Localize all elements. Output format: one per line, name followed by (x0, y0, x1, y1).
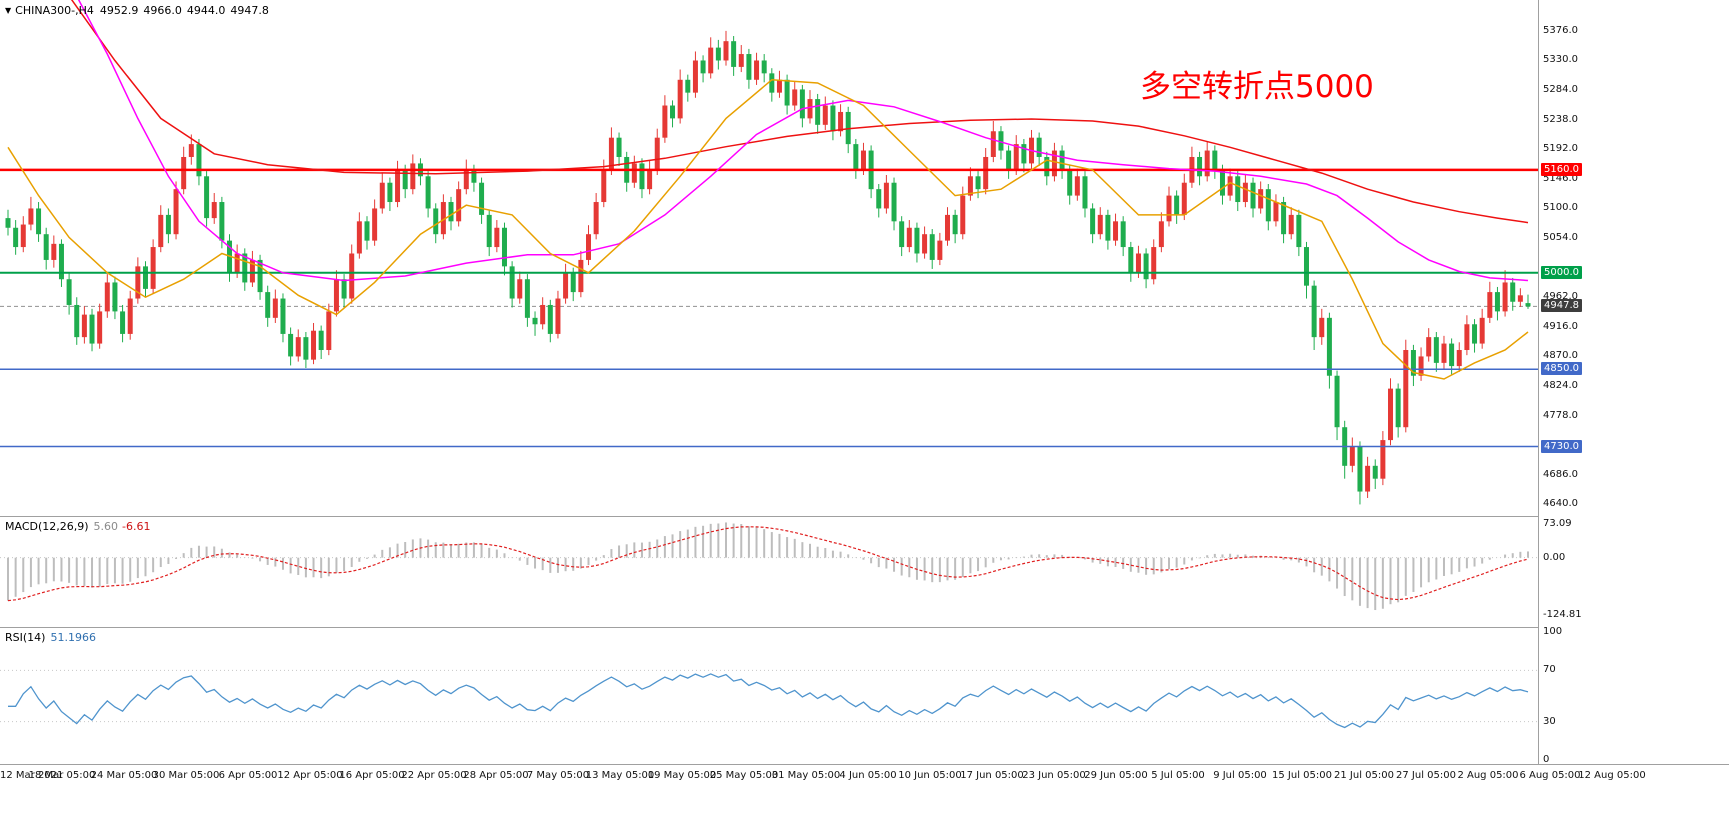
panel-separator[interactable] (0, 764, 1729, 765)
time-axis-label: 24 Mar 05:00 (90, 770, 158, 781)
scale-tick-label: 73.09 (1543, 517, 1572, 529)
scale-tick-label: 5054.0 (1543, 232, 1578, 244)
price-badge: 4850.0 (1541, 362, 1582, 376)
scale-tick-label: 5100.0 (1543, 202, 1578, 214)
chart-header: ▼ CHINA300-,H4 4952.9 4966.0 4944.0 4947.8 (5, 4, 274, 17)
panel-separator[interactable] (0, 516, 1729, 517)
scale-border (1538, 0, 1539, 764)
scale-tick-label: 4640.0 (1543, 498, 1578, 510)
time-axis-label: 9 Jul 05:00 (1213, 770, 1267, 781)
time-axis-label: 2 Aug 05:00 (1457, 770, 1519, 781)
time-axis-label: 30 Mar 05:00 (152, 770, 220, 781)
time-axis-label: 13 May 05:00 (585, 770, 655, 781)
time-axis-label: 19 May 05:00 (647, 770, 717, 781)
rsi-value: 51.1966 (50, 631, 96, 644)
symbol-timeframe-label: CHINA300-,H4 (15, 4, 94, 17)
time-axis-label: 10 Jun 05:00 (898, 770, 962, 781)
scale-tick-label: 4778.0 (1543, 409, 1578, 421)
scale-tick-label: 4870.0 (1543, 350, 1578, 362)
scale-tick-label: 0.00 (1543, 551, 1566, 563)
scale-tick-label: 5284.0 (1543, 84, 1578, 96)
scale-tick-label: 5330.0 (1543, 54, 1578, 66)
rsi-plot[interactable] (0, 628, 1538, 764)
time-axis-label: 15 Jul 05:00 (1272, 770, 1332, 781)
price-badge: 4947.8 (1541, 299, 1582, 313)
annotation-text: 多空转折点5000 (1140, 69, 1374, 105)
time-axis-label: 12 Aug 05:00 (1578, 770, 1646, 781)
price-badge: 5160.0 (1541, 162, 1582, 176)
time-axis-label: 6 Apr 05:00 (218, 770, 278, 781)
scale-tick-label: 5146.0 (1543, 172, 1578, 184)
time-axis-label: 18 Mar 05:00 (28, 770, 96, 781)
rsi-line (8, 673, 1529, 729)
time-axis-label: 17 Jun 05:00 (960, 770, 1024, 781)
time-axis-label: 5 Jul 05:00 (1151, 770, 1205, 781)
collapse-arrow-icon[interactable]: ▼ (5, 6, 12, 15)
scale-tick-label: 30 (1543, 715, 1556, 727)
low-value: 4944.0 (186, 4, 226, 17)
time-axis-label: 23 Jun 05:00 (1022, 770, 1086, 781)
time-axis-label: 12 Mar 2021 (0, 770, 64, 781)
scale-tick-label: 70 (1543, 664, 1556, 676)
time-axis-label: 29 Jun 05:00 (1084, 770, 1148, 781)
scale-tick-label: 100 (1543, 626, 1563, 637)
time-axis-label: 25 May 05:00 (709, 770, 779, 781)
scale-tick-label: 4916.0 (1543, 320, 1578, 332)
macd-signal-line (7, 526, 1529, 602)
rsi-indicator-label: RSI(14) 51.1966 (5, 631, 96, 644)
time-axis-label: 31 May 05:00 (771, 770, 841, 781)
panel-separator[interactable] (0, 627, 1729, 628)
scale-tick-label: 5192.0 (1543, 143, 1578, 155)
time-axis-label: 6 Aug 05:00 (1519, 770, 1581, 781)
rsi-name: RSI(14) (5, 631, 46, 644)
time-axis-label: 22 Apr 05:00 (401, 770, 467, 781)
scale-tick-label: -124.81 (1543, 609, 1582, 621)
time-scale[interactable]: 12 Mar 2021 18 Mar 05:00 24 Mar 05:00 30 Ma… (0, 765, 1729, 787)
price-scale[interactable]: 5376.0 5330.0 5284.0 5238.0 5192.0 5146.0 5100… (1539, 0, 1729, 765)
macd-indicator-label: MACD(12,26,9) 5.60 -6.61 (5, 520, 151, 533)
rsi-panel[interactable] (0, 628, 1538, 764)
time-axis-label: 27 Jul 05:00 (1396, 770, 1456, 781)
scale-tick-label: 5238.0 (1543, 113, 1578, 125)
scale-tick-label: 4962.0 (1543, 291, 1578, 303)
time-axis-label: 21 Jul 05:00 (1334, 770, 1394, 781)
macd-panel[interactable] (0, 517, 1538, 627)
time-axis-label: 7 May 05:00 (526, 770, 590, 781)
time-axis-label: 4 Jun 05:00 (839, 770, 897, 781)
open-value: 4952.9 (99, 4, 139, 17)
time-axis-label: 28 Apr 05:00 (463, 770, 529, 781)
scale-tick-label: 4824.0 (1543, 380, 1578, 392)
ma-fast-orange (7, 79, 1529, 380)
scale-tick-label: 4686.0 (1543, 468, 1578, 480)
macd-name: MACD(12,26,9) (5, 520, 89, 533)
macd-plot[interactable] (0, 517, 1538, 627)
time-axis-label: 12 Apr 05:00 (277, 770, 343, 781)
price-badge: 5000.0 (1541, 265, 1582, 279)
time-axis-label: 16 Apr 05:00 (339, 770, 405, 781)
ma-medium-magenta (77, 0, 1529, 282)
scale-tick-label: 0 (1543, 754, 1550, 765)
candlestick-plot[interactable] (0, 0, 1538, 516)
ma-slow-red (70, 0, 1529, 224)
macd-signal-value: -6.61 (122, 520, 151, 533)
close-value: 4947.8 (230, 4, 269, 17)
scale-tick-label: 5376.0 (1543, 24, 1578, 36)
macd-main-value: 5.60 (93, 520, 119, 533)
price-badge: 4730.0 (1541, 439, 1582, 453)
price-chart-area[interactable] (0, 0, 1538, 516)
high-value: 4966.0 (143, 4, 182, 17)
